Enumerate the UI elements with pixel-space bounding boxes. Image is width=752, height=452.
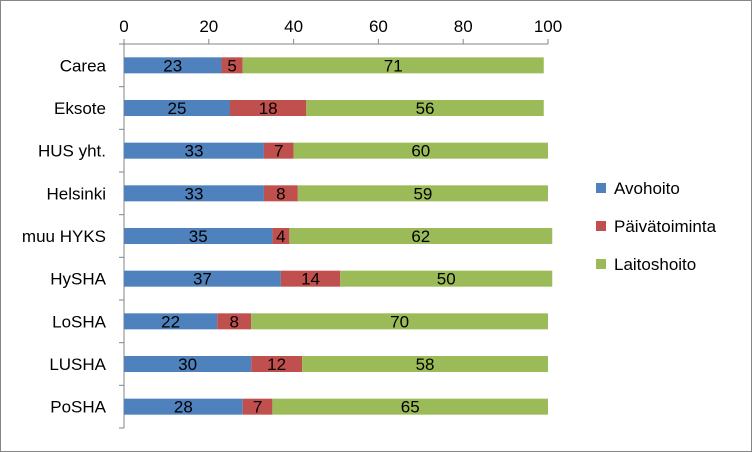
bar-segment xyxy=(251,356,303,372)
bar-segment xyxy=(124,185,264,202)
bar-segment xyxy=(272,398,548,415)
category-label: PoSHA xyxy=(50,398,106,417)
bar-segment xyxy=(289,228,553,244)
data-label: 33 xyxy=(184,184,203,203)
category-label: LoSHA xyxy=(52,312,107,331)
data-label: 56 xyxy=(416,99,435,118)
bar-segment xyxy=(124,270,281,287)
data-label: 28 xyxy=(174,398,193,417)
data-label: 59 xyxy=(413,184,432,203)
bar-segment xyxy=(221,57,243,74)
legend-label: Päivätoiminta xyxy=(614,217,717,236)
category-label: Carea xyxy=(60,56,107,75)
bar-segment xyxy=(280,270,341,287)
data-label: 33 xyxy=(184,142,203,161)
bar-segment xyxy=(302,356,548,372)
bar-segment xyxy=(293,142,548,159)
legend-label: Avohoito xyxy=(614,179,680,198)
category-label: muu HYKS xyxy=(22,227,106,246)
data-label: 62 xyxy=(411,227,430,246)
data-label: 23 xyxy=(163,56,182,75)
x-tick-label: 40 xyxy=(284,17,303,36)
data-label: 71 xyxy=(384,56,403,75)
bar-segment xyxy=(124,356,252,372)
category-label: Eksote xyxy=(54,99,106,118)
category-label: HySHA xyxy=(50,270,106,289)
bar-segment xyxy=(242,57,544,74)
bar-segment xyxy=(124,57,222,74)
legend-swatch xyxy=(596,183,606,193)
bar-segment xyxy=(230,100,307,116)
bar-segment xyxy=(124,142,264,159)
bar-segment xyxy=(263,185,298,202)
data-label: 8 xyxy=(230,312,239,331)
legend-label: Laitoshoito xyxy=(614,255,696,274)
data-label: 35 xyxy=(189,227,208,246)
category-label: LUSHA xyxy=(49,355,106,374)
data-label: 60 xyxy=(411,142,430,161)
data-label: 37 xyxy=(193,270,212,289)
bar-segment xyxy=(124,398,243,415)
data-label: 25 xyxy=(168,99,187,118)
data-label: 5 xyxy=(227,56,236,75)
data-label: 4 xyxy=(276,227,285,246)
bar-segment xyxy=(306,100,544,116)
category-label: Helsinki xyxy=(46,184,106,203)
bar-segment xyxy=(242,398,273,415)
data-label: 30 xyxy=(178,355,197,374)
data-label: 7 xyxy=(253,398,262,417)
legend-swatch xyxy=(596,221,606,231)
bar-segment xyxy=(251,313,548,330)
legend-swatch xyxy=(596,259,606,269)
x-tick-label: 80 xyxy=(454,17,473,36)
bar-segment xyxy=(340,270,553,287)
bar-segment xyxy=(124,100,230,116)
data-label: 12 xyxy=(267,355,286,374)
x-tick-label: 100 xyxy=(534,17,562,36)
data-label: 22 xyxy=(161,312,180,331)
data-label: 70 xyxy=(390,312,409,331)
x-tick-label: 60 xyxy=(369,17,388,36)
bar-segment xyxy=(263,142,294,159)
bar-segment xyxy=(124,313,218,330)
data-label: 65 xyxy=(401,398,420,417)
data-label: 18 xyxy=(259,99,278,118)
x-tick-label: 0 xyxy=(119,17,128,36)
data-label: 50 xyxy=(437,270,456,289)
bar-segment xyxy=(272,228,290,244)
bar-segment xyxy=(124,228,273,244)
data-label: 8 xyxy=(276,184,285,203)
category-label: HUS yht. xyxy=(38,142,106,161)
bar-segment xyxy=(297,185,548,202)
data-label: 7 xyxy=(274,142,283,161)
data-label: 58 xyxy=(416,355,435,374)
bar-segment xyxy=(217,313,252,330)
x-tick-label: 20 xyxy=(199,17,218,36)
data-label: 14 xyxy=(301,270,320,289)
